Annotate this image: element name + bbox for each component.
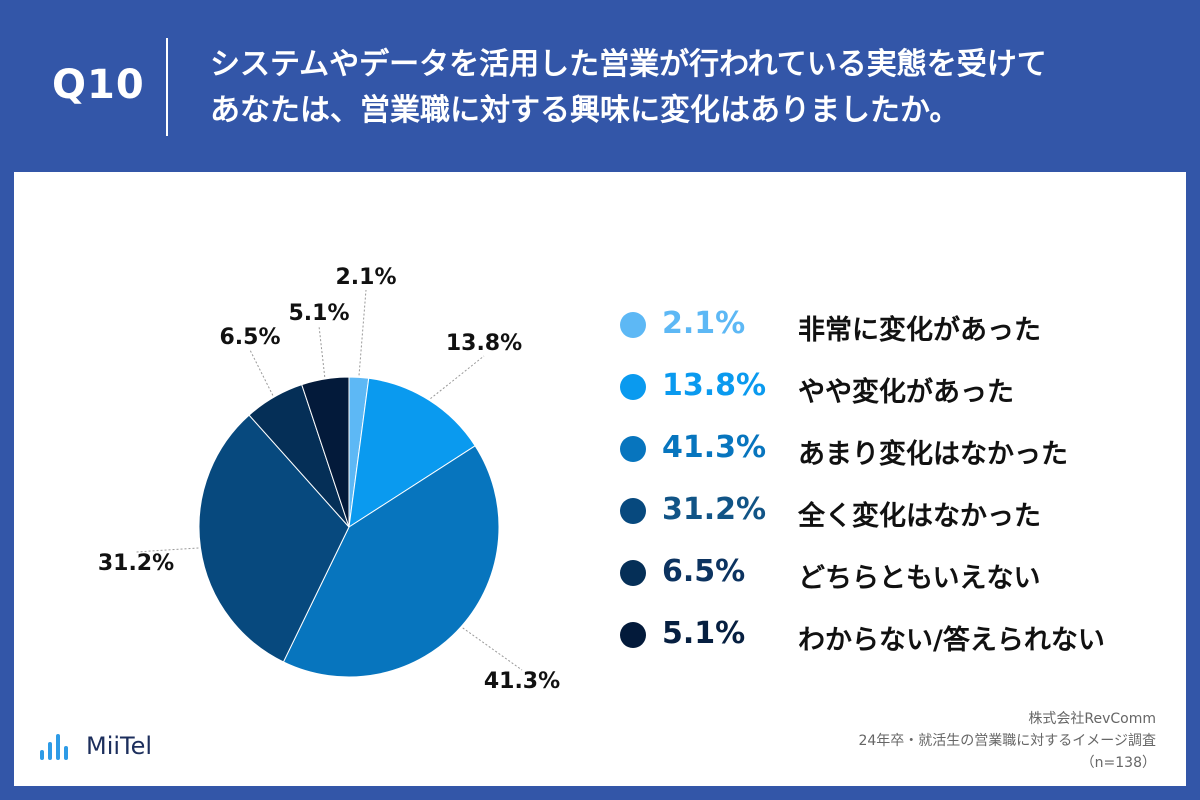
legend-swatch-icon	[620, 498, 646, 524]
legend-percentage: 13.8%	[662, 368, 767, 403]
chart-panel: 2.1% 13.8% 41.3% 31.2% 6.5% 5.1% 2.1% 非常に変化があっ…	[14, 172, 1186, 786]
legend-percentage: 41.3%	[662, 430, 767, 465]
question-title: システムやデータを活用した営業が行われている実態を受けて あなたは、営業職に対す…	[210, 42, 1180, 134]
question-title-line2: あなたは、営業職に対する興味に変化はありましたか。	[210, 93, 960, 128]
leader-line-3	[462, 627, 523, 671]
leader-line-6	[318, 325, 326, 378]
question-number: Q10	[52, 62, 145, 108]
pie-slice-4	[198, 414, 350, 663]
logo-bars-icon	[40, 734, 80, 760]
data-label-3: 41.3%	[484, 669, 560, 694]
legend-percentage: 2.1%	[662, 306, 746, 341]
legend-swatch-icon	[620, 436, 646, 462]
legend-percentage: 5.1%	[662, 616, 746, 651]
legend-swatch-icon	[620, 622, 646, 648]
data-label-6: 5.1%	[288, 301, 349, 326]
legend-label: やや変化があった	[798, 377, 1014, 408]
data-label-4: 31.2%	[98, 551, 174, 576]
question-header: Q10 システムやデータを活用した営業が行われている実態を受けて あなたは、営業…	[0, 0, 1200, 170]
header-divider	[166, 38, 168, 136]
data-label-1: 2.1%	[335, 265, 396, 290]
source-note: 株式会社RevComm 24年卒・就活生の営業職に対するイメージ調査 （n=13…	[858, 708, 1156, 774]
data-label-5: 6.5%	[219, 325, 280, 350]
source-sample-size: （n=138）	[1080, 755, 1156, 771]
legend-percentage: 6.5%	[662, 554, 746, 589]
legend-swatch-icon	[620, 560, 646, 586]
pie-slice-6	[301, 376, 350, 528]
pie-chart: 2.1% 13.8% 41.3% 31.2% 6.5% 5.1%	[98, 265, 560, 694]
source-company: 株式会社RevComm	[1028, 711, 1156, 727]
data-label-2: 13.8%	[446, 331, 522, 356]
source-survey: 24年卒・就活生の営業職に対するイメージ調査	[858, 733, 1156, 749]
legend-percentage: 31.2%	[662, 492, 767, 527]
legend-label: わからない/答えられない	[798, 625, 1105, 656]
legend-label: あまり変化はなかった	[798, 439, 1068, 470]
legend-label: どちらともいえない	[798, 563, 1041, 594]
legend-swatch-icon	[620, 374, 646, 400]
leader-line-4	[135, 547, 199, 553]
question-title-line1: システムやデータを活用した営業が行われている実態を受けて	[210, 47, 1047, 82]
leader-line-1	[358, 289, 367, 376]
legend-label: 全く変化はなかった	[798, 501, 1041, 532]
legend-label: 非常に変化があった	[798, 315, 1041, 346]
legend-swatch-icon	[620, 312, 646, 338]
pie-slice-2	[348, 377, 476, 529]
leader-line-2	[430, 355, 485, 400]
logo-text: MiiTel	[86, 732, 153, 760]
pie-slice-3	[282, 445, 500, 678]
leader-line-5	[249, 349, 274, 396]
